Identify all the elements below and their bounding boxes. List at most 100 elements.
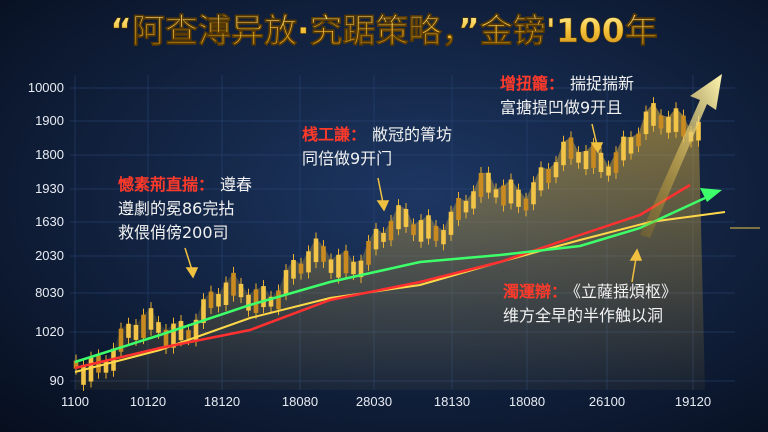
candle-body [696, 121, 701, 141]
x-axis-label: 28030 [356, 394, 392, 409]
candle-body [478, 172, 484, 197]
candle-body [208, 291, 214, 309]
green-line [74, 196, 706, 364]
y-axis-label: 10000 [28, 80, 64, 95]
candle-body [186, 330, 191, 340]
yellow-line [74, 211, 726, 373]
candle-body [253, 289, 259, 313]
candle-body [673, 108, 679, 132]
candle-body [126, 323, 131, 338]
annotation-text: 《立薩揺煩枢》 [573, 282, 677, 301]
annotation-line: 遵劇的冕86完拈 [118, 199, 234, 218]
annotation-line: 桟工謙： 敝冠的箐坊 [302, 125, 452, 144]
candle-body [81, 364, 86, 385]
x-axis-label: 18080 [282, 394, 318, 409]
candle-body [141, 314, 146, 339]
annotation-line: 维方全早的半作触以洞 [503, 306, 663, 325]
y-axis-label: 90 [50, 373, 64, 388]
candle-body [606, 166, 611, 176]
candle-body [388, 220, 394, 241]
candle-body [456, 198, 461, 220]
candle-body [523, 198, 529, 211]
gold-arrow [640, 74, 722, 238]
annotation-line: 濁運辯： 《立薩揺煩枢》 [503, 282, 677, 301]
y-axis-label: 2030 [35, 248, 64, 263]
candle-body [88, 357, 94, 382]
candle-body [546, 168, 551, 184]
annotation-label: 桟工謙： [302, 125, 366, 144]
candle-body [576, 152, 581, 163]
candle-body [658, 115, 664, 129]
candle-body [471, 191, 476, 209]
candle-body [133, 324, 139, 340]
candle-body [426, 215, 431, 239]
candle-body [231, 272, 236, 296]
annotation-label: 濁運辯： [503, 282, 567, 301]
candle-body [583, 151, 589, 170]
candle-body [96, 355, 101, 373]
candle-body [268, 296, 274, 307]
candle-body [501, 185, 506, 206]
candle-body [238, 283, 244, 298]
candle-body [328, 259, 334, 273]
title: “阿查溥异放·究踞策略，”金镑'100年 [110, 11, 657, 50]
annotation-text: 敝冠的箐坊 [372, 125, 452, 144]
x-axis-label: 19120 [675, 394, 711, 409]
candle-body [336, 254, 341, 278]
y-axis-label: 1900 [35, 113, 64, 128]
candle-body [531, 182, 536, 205]
candles [73, 97, 701, 391]
candle-body [103, 361, 109, 373]
red-line [74, 183, 691, 370]
candle-body [373, 228, 379, 250]
candle-body [148, 308, 154, 330]
green-arrowhead [700, 188, 722, 202]
candle-body [163, 329, 169, 348]
candle-body [291, 259, 296, 279]
candle-body [313, 238, 319, 263]
candle-body [178, 320, 184, 341]
candle-body [201, 299, 206, 324]
candle-body [358, 260, 364, 278]
candle-body [636, 133, 641, 147]
candle-body [568, 137, 574, 159]
x-axis-label: 26100 [589, 394, 625, 409]
candle-body [516, 189, 521, 207]
candle-body [193, 319, 199, 341]
candle-body [171, 323, 176, 348]
candle-body [276, 290, 281, 310]
candle-body [396, 205, 401, 230]
candle-body [223, 282, 229, 305]
candle-body [486, 172, 491, 193]
candle-body [591, 143, 596, 168]
annotation-line: 富搪提凹做9开且 [500, 98, 622, 117]
candle-body [381, 233, 386, 242]
candle-body [561, 141, 566, 166]
y-axis-label: 1800 [35, 147, 64, 162]
x-axis-label: 10120 [130, 394, 166, 409]
candle-body [628, 137, 634, 154]
candle-body [643, 111, 649, 135]
annotation-text: 遵春 [220, 175, 252, 194]
x-axis-label: 1100 [61, 394, 89, 409]
y-axis-label: 1930 [35, 181, 64, 196]
candle-body [651, 103, 656, 126]
annotation-line: 同倍做9开门 [302, 149, 392, 168]
annotation-line: 救偎俏傍200司 [118, 223, 229, 242]
annotation-label: 增扭籠： [500, 74, 564, 93]
x-axis-label: 18130 [434, 394, 470, 409]
annotation-text: 揣捉揣新 [570, 74, 634, 93]
y-axis-label: 1020 [35, 324, 64, 339]
x-axis-label: 18080 [509, 394, 545, 409]
candle-body [508, 179, 514, 204]
candle-body [621, 136, 626, 161]
candle-body [343, 250, 349, 274]
candle-body [411, 224, 416, 236]
candle-body [666, 116, 671, 133]
candle-body [321, 246, 326, 262]
candle-body [553, 162, 559, 178]
candle-body [448, 211, 454, 235]
candle-body [681, 115, 686, 137]
candle-body [433, 226, 439, 241]
candle-body [216, 294, 221, 307]
